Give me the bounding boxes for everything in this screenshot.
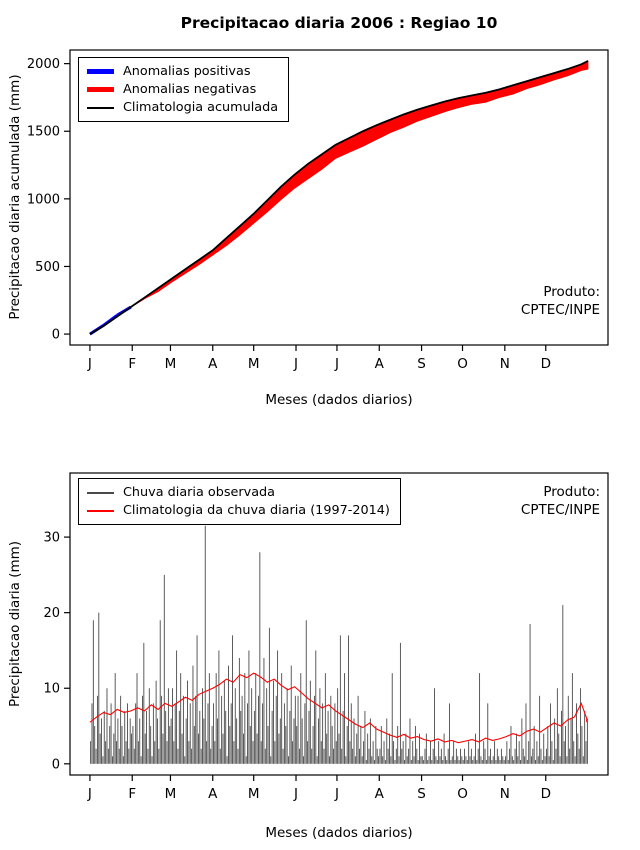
- y-tick-label: 500: [35, 260, 60, 275]
- x-tick-label-month: A: [375, 786, 385, 802]
- produto-credit-top: Produto: CPTEC/INPE: [521, 283, 600, 319]
- plot-box: [69, 472, 609, 776]
- produto-line1: Produto:: [543, 484, 600, 500]
- x-tick-label-month: M: [248, 356, 260, 372]
- legend-label: Anomalias positivas: [123, 64, 251, 79]
- x-tick-label-month: A: [208, 786, 218, 802]
- x-axis-title-daily: Meses (dados diarios): [265, 825, 413, 841]
- x-tick-label-month: A: [208, 356, 218, 372]
- x-tick-label-month: O: [457, 786, 468, 802]
- x-tick-label-month: O: [457, 356, 468, 372]
- y-tick-label: 1000: [27, 192, 60, 207]
- x-tick-label-month: N: [500, 786, 510, 802]
- x-tick-label-month: S: [417, 356, 426, 372]
- plot-box: [69, 49, 609, 346]
- x-tick-label-month: M: [165, 356, 177, 372]
- y-tick-label: 2000: [27, 57, 60, 72]
- x-tick-label-month: D: [541, 786, 551, 802]
- y-tick-label: 0: [52, 757, 60, 772]
- legend-label: Climatologia acumulada: [123, 100, 279, 115]
- positive-anomaly-line-swatch: [87, 69, 114, 74]
- legend-label: Climatologia da chuva diaria (1997-2014): [123, 503, 390, 518]
- y-tick-label: 1500: [27, 125, 60, 140]
- produto-line1: Produto:: [543, 284, 600, 300]
- x-tick-label-month: J: [87, 786, 92, 802]
- x-tick-label-month: M: [165, 786, 177, 802]
- x-tick-label-month: N: [500, 356, 510, 372]
- produto-line2: CPTEC/INPE: [520, 502, 600, 518]
- x-tick-label-month: M: [248, 786, 260, 802]
- produto-line2: CPTEC/INPE: [520, 302, 600, 318]
- observed-accumulated-line: [89, 68, 589, 335]
- legend-label: Chuva diaria observada: [123, 485, 276, 500]
- x-axis-title-accumulated: Meses (dados diarios): [265, 392, 413, 408]
- legend-daily: Chuva diaria observada Climatologia da c…: [78, 478, 401, 525]
- x-tick-label-month: J: [87, 356, 92, 372]
- y-axis-title-daily: Precipitacao diaria (mm): [7, 540, 23, 708]
- negative-anomaly-line-swatch: [87, 87, 114, 92]
- y-tick-label: 30: [43, 531, 60, 546]
- x-tick-label-month: A: [375, 356, 385, 372]
- panel-accumulated: Precipitacao diaria 2006 : Regiao 10 0 50…: [7, 14, 609, 408]
- y-tick-label: 20: [43, 606, 60, 621]
- negative-anomaly-area: [294, 163, 309, 189]
- x-tick-label-month: J: [334, 356, 339, 372]
- legend-accumulated: Anomalias positivas Anomalias negativas …: [78, 57, 290, 122]
- legend-item-anomalias-negativas: Anomalias negativas: [87, 82, 278, 97]
- daily-chart: 0 10 20 30 J F M A M J J A S O N D: [43, 472, 609, 802]
- x-tick-label-month: F: [128, 786, 136, 802]
- climatology-line-swatch: [87, 106, 114, 109]
- x-tick-label-month: J: [293, 786, 298, 802]
- panel-daily: 0 10 20 30 J F M A M J J A S O N D Precipitacao diaria …: [0, 425, 640, 850]
- climatology-accumulated-line: [89, 60, 589, 335]
- x-tick-label-month: J: [334, 786, 339, 802]
- legend-label: Anomalias negativas: [123, 82, 257, 97]
- x-tick-label-month: J: [293, 356, 298, 372]
- y-tick-label: 0: [52, 328, 60, 343]
- legend-item-climatologia-acumulada: Climatologia acumulada: [87, 100, 278, 115]
- x-tick-label-month: S: [417, 786, 426, 802]
- daily-climatology-line: [89, 672, 588, 744]
- observed-rain-line-swatch: [87, 491, 114, 494]
- daily-bars: [90, 525, 588, 764]
- legend-item-climatologia-diaria: Climatologia da chuva diaria (1997-2014): [87, 503, 390, 518]
- produto-credit-bottom: Produto: CPTEC/INPE: [521, 483, 600, 519]
- negative-anomaly-area: [280, 173, 295, 201]
- accumulated-chart: 0 500 1000 1500 2000 J F M A M J J A S O N D: [27, 49, 609, 372]
- legend-item-anomalias-positivas: Anomalias positivas: [87, 64, 278, 79]
- legend-item-chuva-observada: Chuva diaria observada: [87, 485, 390, 500]
- figure-title: Precipitacao diaria 2006 : Regiao 10: [180, 14, 498, 32]
- y-axis-title-accumulated: Precipitacao diaria acumulada (mm): [7, 74, 23, 320]
- y-tick-label: 10: [43, 682, 60, 697]
- x-tick-label-month: D: [541, 356, 551, 372]
- x-tick-label-month: F: [128, 356, 136, 372]
- daily-climatology-line-swatch: [87, 509, 114, 512]
